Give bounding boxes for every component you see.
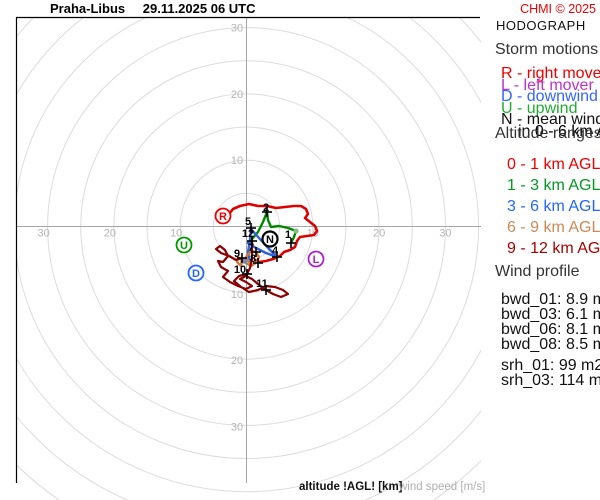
altitude-label-12km: 12 <box>242 228 254 240</box>
storm-motion-marker-N: N <box>261 230 279 248</box>
ring-tick-label: 10 <box>231 289 243 301</box>
wind-profile-item-bwd01: bwd_01: 8.9 m/s <box>501 291 600 308</box>
storm-motion-marker-R: R <box>214 207 232 225</box>
storm-motions-legend: R - right mover L - left mover D - downw… <box>501 65 600 140</box>
wind-profile-item-bwd03: bwd_03: 6.1 m/s <box>501 306 600 323</box>
altitude-mark-5km: 5 <box>245 216 256 233</box>
ring-tick-label: 20 <box>231 89 243 101</box>
storm-motion-item-right-mover: R - right mover <box>501 65 600 82</box>
point-markers <box>242 228 299 264</box>
panel-title: HODOGRAPH <box>496 18 586 33</box>
altitude-mark-10km: 10 <box>234 264 252 279</box>
altitude-mark-4km: 4 <box>272 245 282 262</box>
storm-motion-item-downwind: D - downwind <box>501 88 598 106</box>
trace-0-1-km-agl <box>227 202 319 264</box>
altitude-label-7km: 7 <box>248 242 254 254</box>
ring-tick-label: 30 <box>37 228 49 240</box>
mean-wind-note: in 0 - 6 km AGL <box>518 122 600 140</box>
wind-speed-axis-label: wind speed [m/s] <box>399 481 486 493</box>
observation-datetime: 29.11.2025 06 UTC <box>142 1 256 16</box>
ring-tick-label: 10 <box>170 228 182 240</box>
altitude-label-8km: 8 <box>250 253 256 265</box>
ring-tick-label: 10 <box>231 155 243 167</box>
svg-text:L: L <box>313 254 320 266</box>
altitude-mark-11km: 11 <box>256 278 271 295</box>
altitude-label-10km: 10 <box>234 264 246 276</box>
plot-frame <box>15 16 480 483</box>
altitude-mark-1km: 1 <box>285 229 296 248</box>
ring-tick-label: 20 <box>373 228 385 240</box>
altitude-axis-label: altitude !AGL! [km] <box>299 481 403 493</box>
altitude-range-item-6-9: 6 - 9 km AGL <box>507 219 600 236</box>
wind-profile-item-bwd06: bwd_06: 8.1 m/s <box>501 321 600 338</box>
ring-tick-label: 30 <box>439 228 451 240</box>
trace-6-9-km-agl <box>235 249 261 268</box>
wind-profile-item-srh03: srh_03: 114 m2/s2 <box>501 372 600 389</box>
ring-tick-label: 30 <box>231 23 243 35</box>
trace-square-marker <box>242 258 248 264</box>
ring-tick-label: 20 <box>231 355 243 367</box>
altitude-label-1km: 1 <box>285 229 291 241</box>
svg-text:R: R <box>219 211 227 223</box>
storm-motions-title: Storm motions <box>495 41 599 58</box>
altitude-range-item-3-6: 3 - 6 km AGL <box>507 198 600 215</box>
wind-profile-bwd-list: bwd_01: 8.9 m/s bwd_03: 6.1 m/s bwd_06: … <box>501 291 600 353</box>
altitude-ranges-title: Altitude ranges <box>495 125 600 142</box>
station-name: Praha-Libus <box>50 1 126 16</box>
svg-text:U: U <box>180 240 188 252</box>
svg-text:D: D <box>192 268 200 280</box>
wind-profile-item-bwd08: bwd_08: 8.5 m/s <box>501 336 600 353</box>
altitude-range-item-9-12: 9 - 12 km AGL <box>507 240 600 257</box>
altitude-label-5km: 5 <box>245 216 251 228</box>
storm-motion-item-mean-wind: N - mean wind <box>501 111 600 129</box>
trace-dot-marker <box>293 228 299 234</box>
altitude-mark-8km: 8 <box>250 253 263 268</box>
altitude-ranges-legend: 0 - 1 km AGL 1 - 3 km AGL 3 - 6 km AGL 6… <box>507 154 600 259</box>
storm-motion-marker-L: L <box>307 250 325 268</box>
altitude-mark-9km: 9 <box>234 248 247 263</box>
trace-9-12-km-agl <box>214 239 290 299</box>
altitude-mark-2km: 2 <box>262 202 272 217</box>
altitude-range-item-1-3: 1 - 3 km AGL <box>507 177 600 194</box>
axes <box>16 17 481 483</box>
wind-profile-srh-list: srh_01: 99 m2/s2 srh_03: 114 m2/s2 <box>501 357 600 389</box>
storm-motion-item-left-mover: L - left mover <box>501 76 594 94</box>
altitude-label-11km: 11 <box>256 278 268 290</box>
storm-motion-markers: R U D L N <box>175 207 325 282</box>
copyright-text: CHMI © 2025 <box>520 2 596 16</box>
altitude-label-4km: 4 <box>272 245 279 257</box>
storm-motion-marker-D: D <box>187 264 205 282</box>
altitude-mark-12km: 12 <box>242 228 257 246</box>
svg-text:N: N <box>266 234 274 246</box>
wind-profile-title: Wind profile <box>495 263 580 280</box>
altitude-label-9km: 9 <box>234 248 240 260</box>
wind-profile-section: Wind profile bwd_01: 8.9 m/s bwd_03: 6.1… <box>495 263 600 389</box>
altitude-ranges-section: Altitude ranges 0 - 1 km AGL 1 - 3 km AG… <box>495 125 600 259</box>
wind-profile-item-srh01: srh_01: 99 m2/s2 <box>501 357 600 374</box>
altitude-mark-7km: 7 <box>248 242 261 257</box>
ring-tick-labels: 10 10 10 10 20 20 20 20 30 30 30 30 <box>37 23 451 434</box>
ring-tick-label: 30 <box>231 421 243 433</box>
altitude-range-item-0-1: 0 - 1 km AGL <box>507 156 600 173</box>
ring-tick-label: 20 <box>104 228 116 240</box>
altitude-label-2km: 2 <box>263 202 269 214</box>
storm-motions-section: Storm motions R - right mover L - left m… <box>495 41 600 140</box>
page-title: Praha-Libus 29.11.2025 06 UTC <box>50 1 270 16</box>
storm-motion-item-upwind: U - upwind <box>501 99 578 117</box>
storm-motion-marker-U: U <box>175 236 193 254</box>
